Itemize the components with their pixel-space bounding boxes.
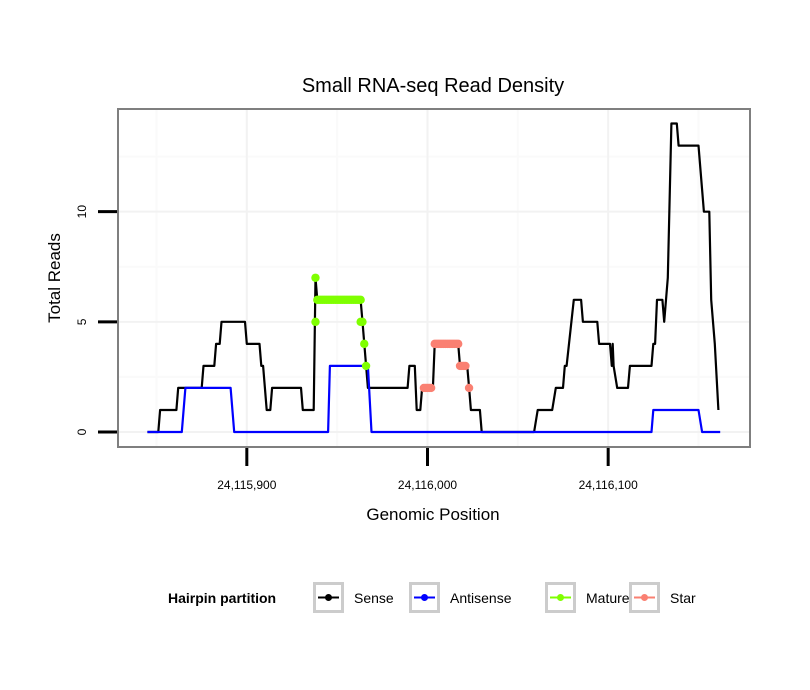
x-tick-label: 24,116,100 xyxy=(579,478,638,492)
x-axis: 24,115,900 24,116,000 24,116,100 xyxy=(217,448,638,492)
panel-background xyxy=(118,109,750,447)
data-point-mature xyxy=(356,295,365,305)
legend-title: Hairpin partition xyxy=(168,590,276,606)
chart-title: Small RNA-seq Read Density xyxy=(302,75,564,97)
legend-key-point xyxy=(557,594,564,601)
legend-label: Mature xyxy=(586,590,630,606)
plot-panel xyxy=(117,108,751,448)
data-point-mature xyxy=(360,339,369,349)
x-axis-title: Genomic Position xyxy=(366,505,499,524)
legend-key-point xyxy=(641,594,648,601)
legend-item-star: Star xyxy=(629,582,696,613)
legend-key-point xyxy=(421,594,428,601)
series-points-star xyxy=(419,339,474,393)
legend-item-antisense: Antisense xyxy=(409,582,512,613)
data-point-mature xyxy=(358,317,367,327)
legend-label: Sense xyxy=(354,590,394,606)
x-tick-label: 24,116,000 xyxy=(398,478,457,492)
legend-key-point xyxy=(325,594,332,601)
data-point-star xyxy=(464,383,474,393)
series-line-antisense xyxy=(147,364,721,434)
data-point-star xyxy=(454,339,463,349)
data-point-mature xyxy=(311,273,320,282)
panel-border xyxy=(117,108,751,448)
legend: Hairpin partition Sense Antisense Mature St… xyxy=(168,582,696,613)
x-tick-label: 24,115,900 xyxy=(217,478,276,492)
y-axis: 0 5 10 xyxy=(75,205,117,435)
series-layer xyxy=(147,122,721,434)
data-point-star xyxy=(426,383,436,393)
legend-label: Star xyxy=(670,590,696,606)
legend-label: Antisense xyxy=(450,590,512,606)
y-axis-title: Total Reads xyxy=(45,233,64,323)
legend-item-sense: Sense xyxy=(313,582,394,613)
series-points-mature xyxy=(311,273,371,371)
data-point-star xyxy=(461,361,470,371)
series-line-sense xyxy=(147,122,720,434)
y-tick-label: 0 xyxy=(75,428,89,435)
legend-item-mature: Mature xyxy=(545,582,630,613)
data-point-mature xyxy=(311,317,320,327)
y-tick-label: 10 xyxy=(75,205,89,219)
data-point-mature xyxy=(361,361,371,371)
y-tick-label: 5 xyxy=(75,318,89,325)
